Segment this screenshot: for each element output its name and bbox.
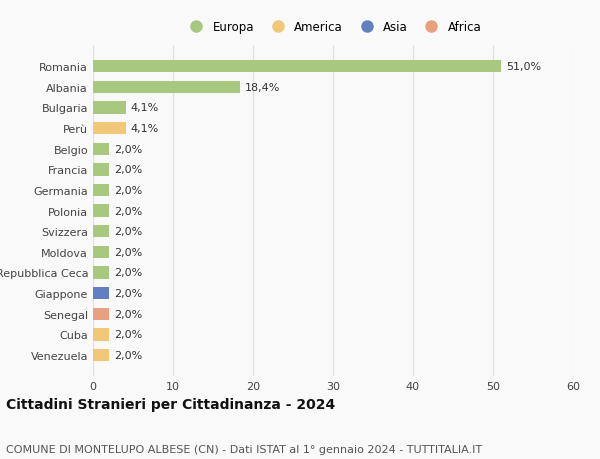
Text: 4,1%: 4,1%	[131, 103, 159, 113]
Bar	[93, 287, 109, 300]
Bar	[93, 123, 126, 135]
Text: 4,1%: 4,1%	[131, 124, 159, 134]
Legend: Europa, America, Asia, Africa: Europa, America, Asia, Africa	[182, 19, 484, 37]
Bar	[93, 82, 240, 94]
Text: 51,0%: 51,0%	[506, 62, 541, 72]
Text: 2,0%: 2,0%	[114, 165, 142, 175]
Text: 2,0%: 2,0%	[114, 288, 142, 298]
Bar	[93, 225, 109, 238]
Text: 2,0%: 2,0%	[114, 309, 142, 319]
Text: COMUNE DI MONTELUPO ALBESE (CN) - Dati ISTAT al 1° gennaio 2024 - TUTTITALIA.IT: COMUNE DI MONTELUPO ALBESE (CN) - Dati I…	[6, 444, 482, 454]
Text: 2,0%: 2,0%	[114, 206, 142, 216]
Text: Cittadini Stranieri per Cittadinanza - 2024: Cittadini Stranieri per Cittadinanza - 2…	[6, 397, 335, 411]
Bar	[93, 205, 109, 217]
Text: 2,0%: 2,0%	[114, 350, 142, 360]
Bar	[93, 349, 109, 361]
Bar	[93, 164, 109, 176]
Bar	[93, 308, 109, 320]
Bar	[93, 267, 109, 279]
Text: 2,0%: 2,0%	[114, 185, 142, 196]
Text: 18,4%: 18,4%	[245, 83, 280, 93]
Bar	[93, 329, 109, 341]
Bar	[93, 185, 109, 197]
Bar	[93, 246, 109, 258]
Bar	[93, 143, 109, 156]
Text: 2,0%: 2,0%	[114, 268, 142, 278]
Bar	[93, 102, 126, 114]
Text: 2,0%: 2,0%	[114, 145, 142, 154]
Bar	[93, 61, 501, 73]
Text: 2,0%: 2,0%	[114, 247, 142, 257]
Text: 2,0%: 2,0%	[114, 227, 142, 237]
Text: 2,0%: 2,0%	[114, 330, 142, 340]
